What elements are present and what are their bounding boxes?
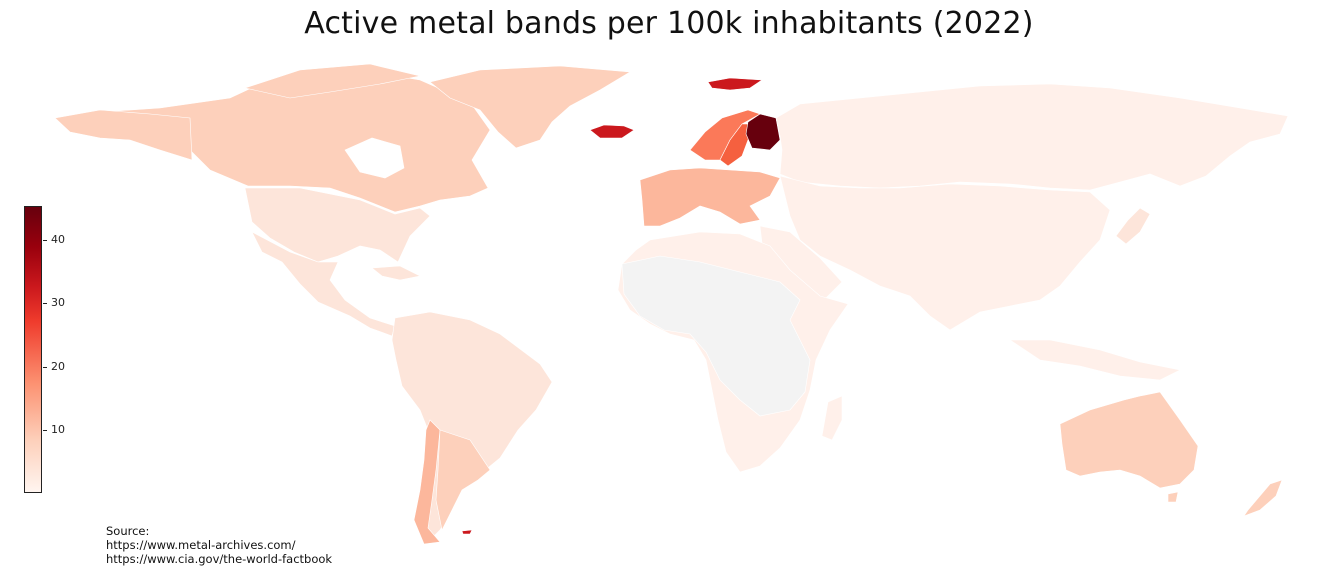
source-heading: Source: xyxy=(106,524,150,538)
australia-region xyxy=(1059,391,1199,489)
colorbar-label-20: 20 xyxy=(51,360,65,373)
colorbar-tick-10 xyxy=(43,430,47,431)
japan-region xyxy=(1115,207,1151,245)
asia-region xyxy=(779,175,1111,331)
hudson-bay xyxy=(344,137,405,179)
russia-region xyxy=(775,83,1289,191)
south-america-region xyxy=(391,311,553,541)
source-link-world-factbook: https://www.cia.gov/the-world-factbook xyxy=(106,552,333,566)
se-asia-islands xyxy=(1009,339,1181,381)
caribbean-islands xyxy=(371,265,421,281)
europe-region xyxy=(639,167,781,227)
argentina-region xyxy=(435,429,491,531)
map-title: Active metal bands per 100k inhabitants … xyxy=(304,6,1034,41)
colorbar-label-30: 30 xyxy=(51,296,65,309)
source-link-metal-archives: https://www.metal-archives.com/ xyxy=(106,538,296,552)
colorbar-tick-30 xyxy=(43,303,47,304)
usa-region xyxy=(244,187,431,263)
new-zealand-region xyxy=(1243,479,1283,517)
colorbar-tick-40 xyxy=(43,240,47,241)
arctic-islands xyxy=(243,63,421,99)
falklands xyxy=(461,529,473,535)
colorbar xyxy=(24,206,42,493)
iceland-region xyxy=(589,124,635,139)
colorbar-tick-20 xyxy=(43,367,47,368)
colorbar-label-40: 40 xyxy=(51,233,65,246)
africa-no-data xyxy=(621,255,811,417)
source-note: Source: https://www.metal-archives.com/ … xyxy=(106,524,332,566)
alaska-region xyxy=(54,109,193,161)
colorbar-label-10: 10 xyxy=(51,423,65,436)
madagascar-region xyxy=(821,395,843,441)
finland-region xyxy=(745,113,781,151)
greenland-region xyxy=(429,65,631,149)
norway-region xyxy=(689,109,761,161)
svalbard-region xyxy=(707,77,763,91)
chile-strip xyxy=(413,419,441,545)
tasmania-region xyxy=(1167,491,1179,503)
